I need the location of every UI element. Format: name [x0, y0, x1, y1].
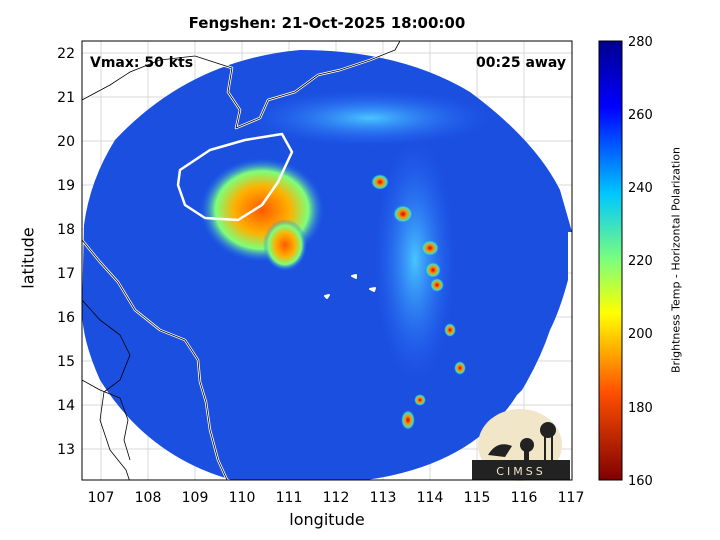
- cb-tick: 280: [628, 35, 653, 50]
- colorbar: [598, 40, 623, 481]
- vmax-label: Vmax: 50 kts: [90, 55, 193, 71]
- cb-tick: 260: [628, 108, 653, 123]
- y-tick: 13: [57, 442, 75, 458]
- cb-tick: 200: [628, 327, 653, 342]
- plot-frame: [81, 40, 573, 481]
- rain-band-east: [375, 140, 455, 380]
- colorbar-label: Brightness Temp - Horizontal Polarizatio…: [669, 147, 683, 373]
- y-tick: 18: [57, 222, 75, 238]
- cb-tick: 220: [628, 254, 653, 269]
- cb-tick: 160: [628, 474, 653, 489]
- convective-cells: [371, 174, 466, 430]
- y-tick: 16: [57, 310, 75, 326]
- y-tick-labels: 22 21 20 19 18 17 16 15 14 13: [57, 46, 75, 458]
- x-tick: 107: [88, 490, 115, 506]
- x-tick-labels: 107 108 109 110 111 112 113 114 115 116 …: [88, 490, 585, 506]
- x-tick: 115: [464, 490, 491, 506]
- y-tick: 14: [57, 398, 75, 414]
- coastlines: [82, 41, 402, 480]
- storm-core-south: [263, 219, 307, 271]
- y-tick: 22: [57, 46, 75, 62]
- cb-tick: 180: [628, 401, 653, 416]
- colorbar-ticks: 280 260 240 220 200 180 160: [628, 35, 653, 489]
- y-tick: 21: [57, 90, 75, 106]
- x-tick: 108: [135, 490, 162, 506]
- away-label: 00:25 away: [476, 55, 566, 71]
- y-tick: 15: [57, 354, 75, 370]
- y-tick: 20: [57, 134, 75, 150]
- x-tick: 111: [276, 490, 303, 506]
- x-axis-label: longitude: [289, 510, 365, 529]
- x-tick: 116: [511, 490, 538, 506]
- x-tick: 114: [417, 490, 444, 506]
- x-tick: 109: [182, 490, 209, 506]
- cimss-logo: CIMSS: [472, 409, 570, 481]
- logo-text: CIMSS: [496, 465, 545, 478]
- rain-band-north: [250, 90, 490, 146]
- x-tick: 112: [323, 490, 350, 506]
- cb-tick: 240: [628, 181, 653, 196]
- y-axis-label: latitude: [18, 227, 38, 289]
- x-tick: 117: [558, 490, 585, 506]
- y-tick: 19: [57, 178, 75, 194]
- satellite-swath: [82, 50, 572, 480]
- map-title: Fengshen: 21-Oct-2025 18:00:00: [188, 14, 466, 32]
- x-tick: 110: [229, 490, 256, 506]
- y-tick: 17: [57, 266, 75, 282]
- x-tick: 113: [370, 490, 397, 506]
